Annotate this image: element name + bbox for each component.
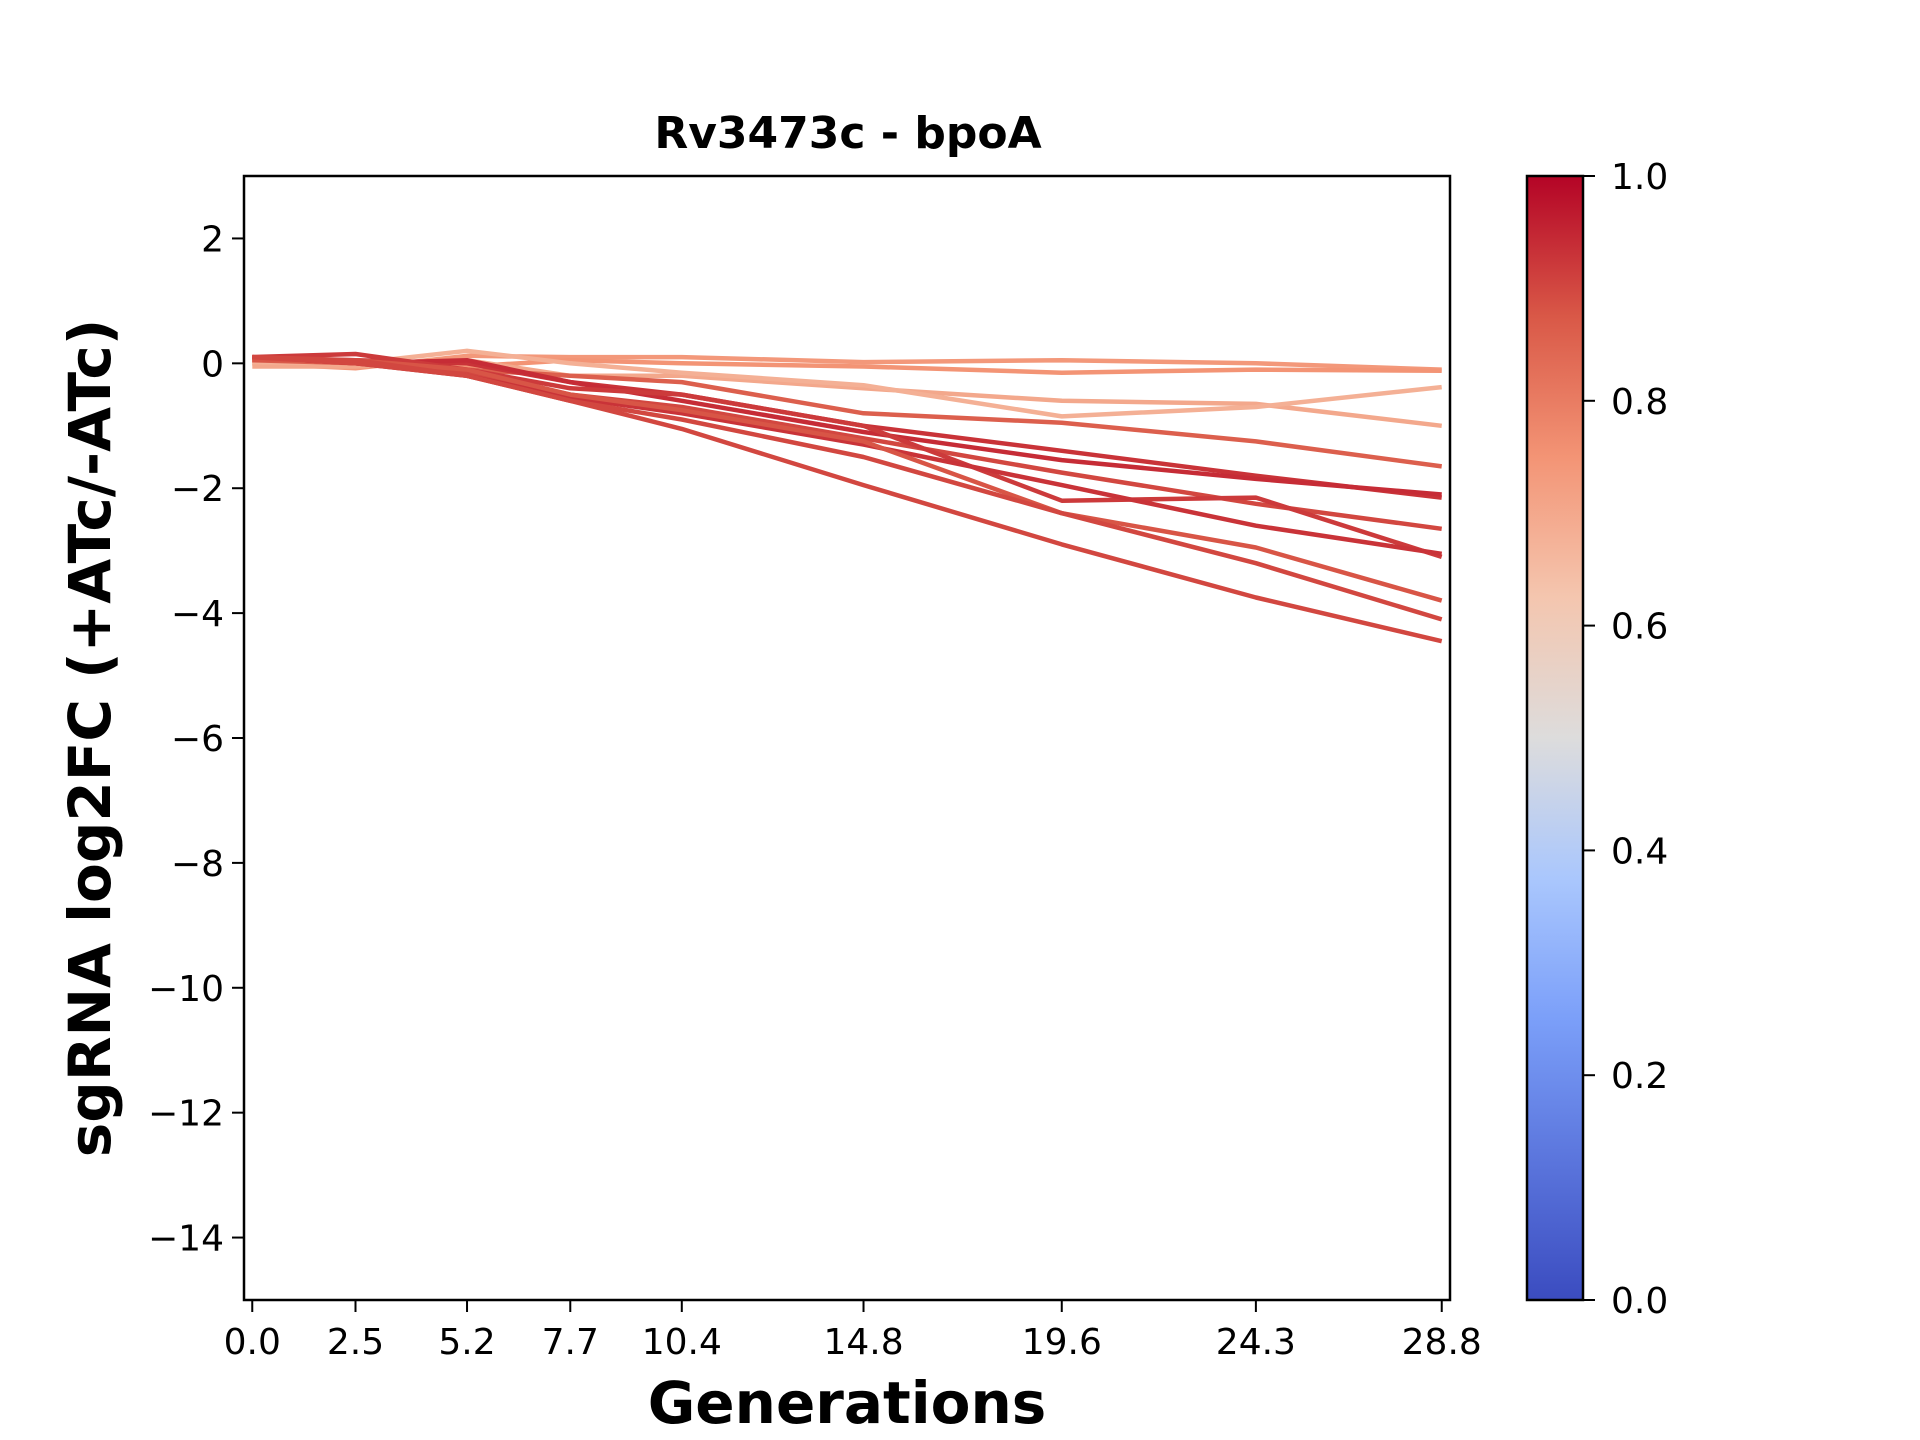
y-axis-ticks: 2 0 −2 −4 −6 −8 −10 −12 −14 (148, 219, 244, 1260)
x-tick-label: 19.6 (1022, 1322, 1102, 1363)
colorbar-tick-label: 0.4 (1611, 831, 1668, 872)
x-tick-label: 28.8 (1402, 1322, 1482, 1363)
colorbar: 0.0 0.2 0.4 0.6 0.8 1.0 (1525, 157, 1668, 1322)
plot-area: 0.0 2.5 5.2 7.7 10.4 14.8 19.6 24.3 28.8 2 0 −2 −4 −… (148, 174, 1482, 1363)
x-axis-label: Generations (648, 1369, 1047, 1437)
series-line-9 (252, 351, 1443, 560)
y-axis-label: sgRNA log2FC (+ATc/-ATc) (56, 319, 124, 1157)
colorbar-tick-label: 0.6 (1611, 607, 1668, 648)
y-tick-label: −4 (171, 594, 224, 635)
y-tick-label: −8 (171, 844, 224, 885)
colorbar-ticks: 0.0 0.2 0.4 0.6 0.8 1.0 (1583, 157, 1668, 1322)
colorbar-tick-label: 0.2 (1611, 1056, 1668, 1097)
x-tick-label: 10.4 (642, 1322, 722, 1363)
y-tick-label: 2 (201, 219, 224, 260)
x-tick-label: 5.2 (438, 1322, 495, 1363)
x-tick-label: 7.7 (542, 1322, 599, 1363)
chart-title: Rv3473c - bpoA (654, 108, 1041, 159)
y-tick-label: −12 (148, 1094, 224, 1135)
x-tick-label: 0.0 (224, 1322, 281, 1363)
colorbar-tick-label: 1.0 (1611, 157, 1668, 198)
colorbar-tick-label: 0.8 (1611, 382, 1668, 423)
y-tick-label: −10 (148, 969, 224, 1010)
colorbar-gradient (1527, 176, 1583, 1300)
y-tick-label: 0 (201, 344, 224, 385)
series-line-13 (252, 354, 1443, 644)
x-tick-label: 14.8 (823, 1322, 903, 1363)
x-tick-label: 2.5 (327, 1322, 384, 1363)
colorbar-frame (1525, 174, 1585, 1302)
y-tick-label: −14 (148, 1219, 224, 1260)
series-layer (252, 348, 1443, 644)
x-axis-ticks: 0.0 2.5 5.2 7.7 10.4 14.8 19.6 24.3 28.8 (224, 1300, 1482, 1363)
y-tick-label: −6 (171, 719, 224, 760)
colorbar-tick-label: 0.0 (1611, 1281, 1668, 1322)
y-tick-label: −2 (171, 469, 224, 510)
x-tick-label: 24.3 (1216, 1322, 1296, 1363)
